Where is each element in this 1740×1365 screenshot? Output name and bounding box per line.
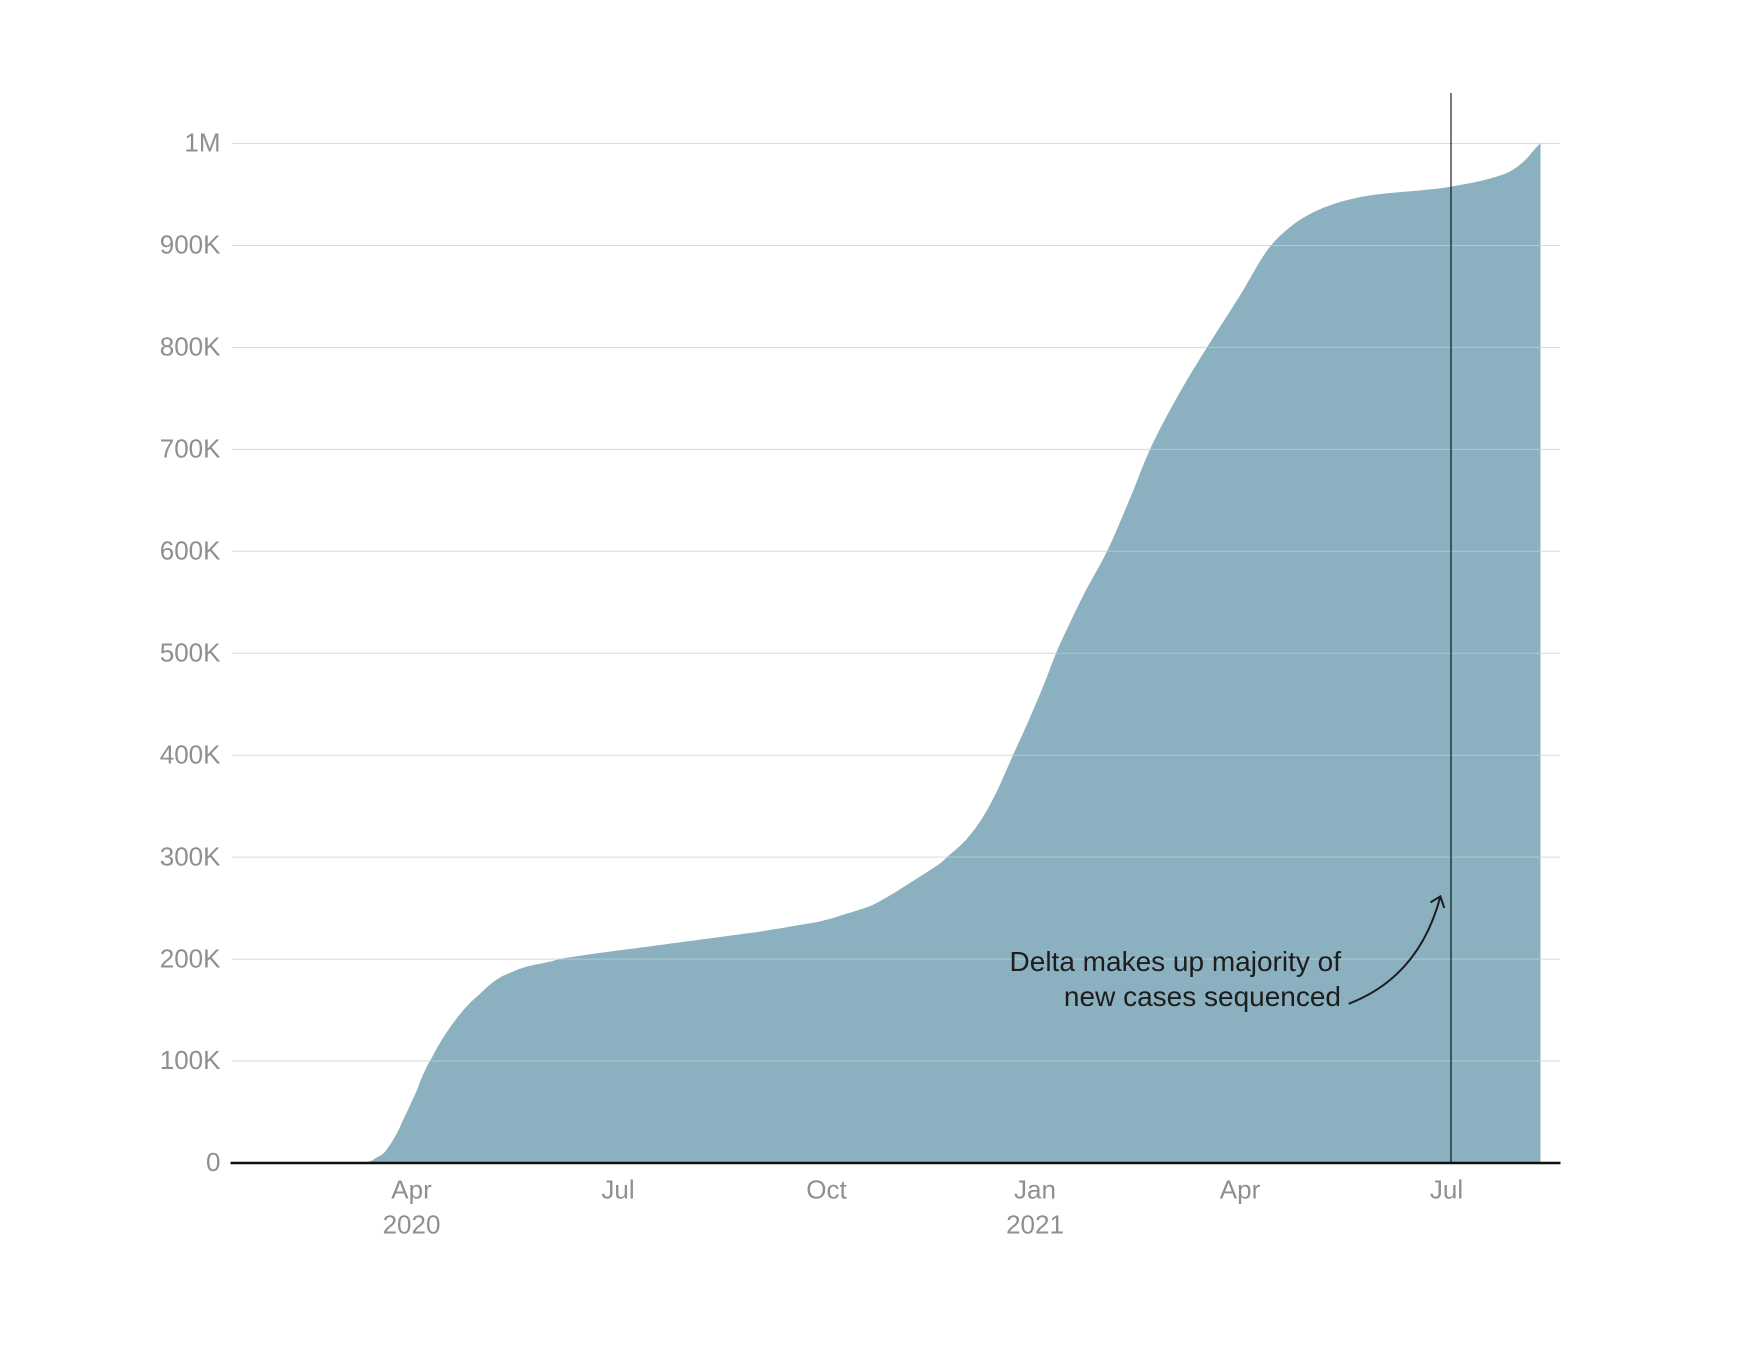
svg-text:100K: 100K xyxy=(160,1045,221,1075)
svg-text:Jul: Jul xyxy=(601,1175,634,1205)
svg-text:400K: 400K xyxy=(160,739,221,769)
svg-text:Jul: Jul xyxy=(1430,1175,1463,1205)
svg-text:800K: 800K xyxy=(160,332,221,362)
svg-text:new cases sequenced: new cases sequenced xyxy=(1064,981,1341,1012)
svg-text:200K: 200K xyxy=(160,943,221,973)
svg-text:700K: 700K xyxy=(160,434,221,464)
svg-text:600K: 600K xyxy=(160,536,221,566)
svg-text:Apr: Apr xyxy=(391,1175,432,1205)
svg-text:Oct: Oct xyxy=(806,1175,847,1205)
svg-text:Delta makes up majority of: Delta makes up majority of xyxy=(1010,946,1342,977)
svg-text:2020: 2020 xyxy=(383,1210,441,1240)
svg-text:Apr: Apr xyxy=(1220,1175,1261,1205)
svg-text:0: 0 xyxy=(206,1147,220,1177)
svg-text:1M: 1M xyxy=(184,128,220,158)
svg-text:500K: 500K xyxy=(160,638,221,668)
svg-text:Jan: Jan xyxy=(1014,1175,1056,1205)
svg-text:900K: 900K xyxy=(160,230,221,260)
svg-text:300K: 300K xyxy=(160,841,221,871)
svg-text:2021: 2021 xyxy=(1006,1210,1064,1240)
